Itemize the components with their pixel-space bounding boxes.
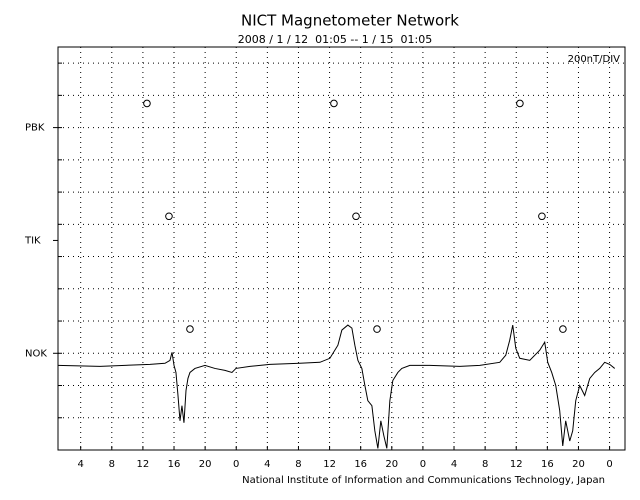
marker: [330, 99, 338, 108]
y-tick-label: TIK: [24, 235, 41, 246]
marker: [538, 212, 546, 221]
x-tick-label: 12: [137, 459, 150, 470]
marker: [143, 99, 151, 108]
x-tick-label: 16: [354, 459, 367, 470]
x-tick-label: 8: [295, 459, 301, 470]
chart-subtitle: 2008 / 1 / 12 01:05 -- 1 / 15 01:05: [238, 33, 432, 46]
marker: [373, 325, 381, 333]
x-tick-label: 16: [168, 459, 181, 470]
x-tick-label: 0: [606, 459, 612, 470]
scale-label: 200nT/DIV: [568, 54, 621, 65]
x-tick-label: 20: [385, 459, 398, 470]
x-tick-label: 0: [233, 459, 239, 470]
chart-title: NICT Magnetometer Network: [241, 12, 459, 30]
marker: [516, 99, 524, 108]
marker: [165, 212, 173, 221]
x-tick-label: 8: [482, 459, 488, 470]
footer: National Institute of Information and Co…: [242, 475, 605, 486]
y-tick-label: PBK: [25, 123, 45, 134]
x-tick-label: 16: [541, 459, 554, 470]
y-tick-label: NOK: [25, 348, 47, 359]
marker: [186, 325, 194, 333]
x-tick-label: 4: [77, 459, 83, 470]
x-tick-label: 20: [572, 459, 585, 470]
trace: [57, 324, 616, 449]
x-tick-label: 20: [199, 459, 212, 470]
x-tick-label: 12: [323, 459, 336, 470]
marker: [559, 325, 567, 333]
x-tick-label: 8: [109, 459, 115, 470]
marker: [352, 212, 360, 221]
x-tick-label: 4: [451, 459, 457, 470]
x-tick-label: 0: [420, 459, 426, 470]
x-tick-label: 12: [510, 459, 523, 470]
plot-frame: [57, 46, 626, 451]
x-tick-label: 4: [264, 459, 270, 470]
